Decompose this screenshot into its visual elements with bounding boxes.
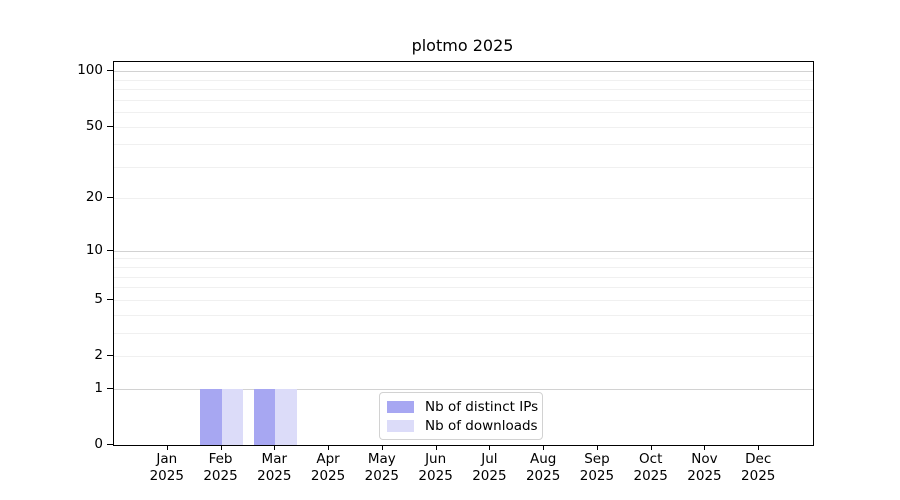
plot-area: [113, 61, 814, 446]
y-tick-label: 1: [94, 379, 103, 396]
y-tick-mark: [107, 298, 113, 300]
y-tick-mark: [107, 125, 113, 127]
y-tick-mark: [107, 444, 113, 445]
x-tick-mark: [650, 445, 652, 450]
x-tick-mark: [758, 445, 760, 450]
minor-gridline: [114, 314, 813, 316]
x-tick-mark: [381, 445, 383, 450]
y-tick-mark: [107, 70, 113, 72]
x-tick-label: Aug 2025: [525, 451, 561, 484]
minor-gridline: [114, 79, 813, 81]
minor-gridline: [114, 99, 813, 101]
bar-nb-of-downloads: [221, 388, 244, 445]
major-gridline: [114, 250, 813, 252]
minor-gridline: [114, 276, 813, 278]
x-tick-label: Jan 2025: [149, 451, 184, 484]
chart-title: plotmo 2025: [411, 36, 514, 55]
legend-item-downloads: Nb of downloads: [387, 416, 538, 435]
x-tick-label: Jun 2025: [418, 451, 453, 484]
x-tick-mark: [543, 445, 545, 450]
y-tick-mark: [107, 249, 113, 251]
x-tick-mark: [220, 445, 222, 450]
y-tick-mark: [107, 355, 113, 356]
x-tick-mark: [489, 445, 491, 450]
x-tick-label: Dec 2025: [741, 451, 776, 484]
y-tick-mark: [107, 387, 113, 389]
x-tick-mark: [704, 445, 706, 450]
minor-gridline: [114, 144, 813, 146]
legend-label-distinct-ips: Nb of distinct IPs: [425, 398, 539, 415]
y-tick-label: 5: [94, 290, 103, 307]
minor-gridline: [114, 126, 813, 128]
minor-gridline: [114, 356, 813, 357]
y-tick-label: 2: [94, 347, 103, 363]
x-tick-label: Apr 2025: [310, 451, 346, 484]
bar-nb-of-downloads: [275, 388, 297, 445]
x-tick-mark: [328, 445, 330, 450]
x-tick-label: Nov 2025: [687, 451, 722, 484]
minor-gridline: [114, 258, 813, 260]
minor-gridline: [114, 287, 813, 289]
x-tick-mark: [596, 445, 598, 450]
bar-nb-of-distinct-ips: [253, 388, 276, 445]
y-tick-label: 10: [85, 241, 103, 258]
legend-item-distinct-ips: Nb of distinct IPs: [387, 397, 539, 416]
x-tick-label: Jul 2025: [472, 451, 507, 484]
minor-gridline: [114, 166, 813, 168]
x-tick-mark: [166, 445, 168, 450]
minor-gridline: [114, 299, 813, 301]
y-tick-label: 0: [94, 436, 103, 452]
minor-gridline: [114, 198, 813, 200]
minor-gridline: [114, 267, 813, 269]
minor-gridline: [114, 89, 813, 91]
x-tick-mark: [274, 445, 276, 450]
x-tick-label: Sep 2025: [579, 451, 615, 484]
y-tick-label: 100: [77, 62, 103, 79]
x-tick-label: Oct 2025: [633, 451, 668, 484]
minor-gridline: [114, 112, 813, 114]
y-tick-label: 50: [85, 117, 103, 134]
minor-gridline: [114, 332, 813, 334]
legend-swatch-downloads: [387, 419, 414, 432]
y-tick-mark: [107, 197, 113, 199]
x-tick-label: Feb 2025: [203, 451, 238, 484]
legend-label-downloads: Nb of downloads: [425, 417, 538, 434]
major-gridline: [114, 388, 813, 390]
x-tick-mark: [435, 445, 437, 450]
legend: Nb of distinct IPs Nb of downloads: [379, 392, 543, 440]
x-tick-label: Mar 2025: [257, 451, 292, 484]
major-gridline: [114, 71, 813, 73]
y-tick-label: 20: [85, 189, 103, 206]
x-tick-label: May 2025: [364, 451, 400, 484]
legend-swatch-distinct-ips: [387, 400, 414, 413]
bar-nb-of-distinct-ips: [200, 388, 222, 445]
